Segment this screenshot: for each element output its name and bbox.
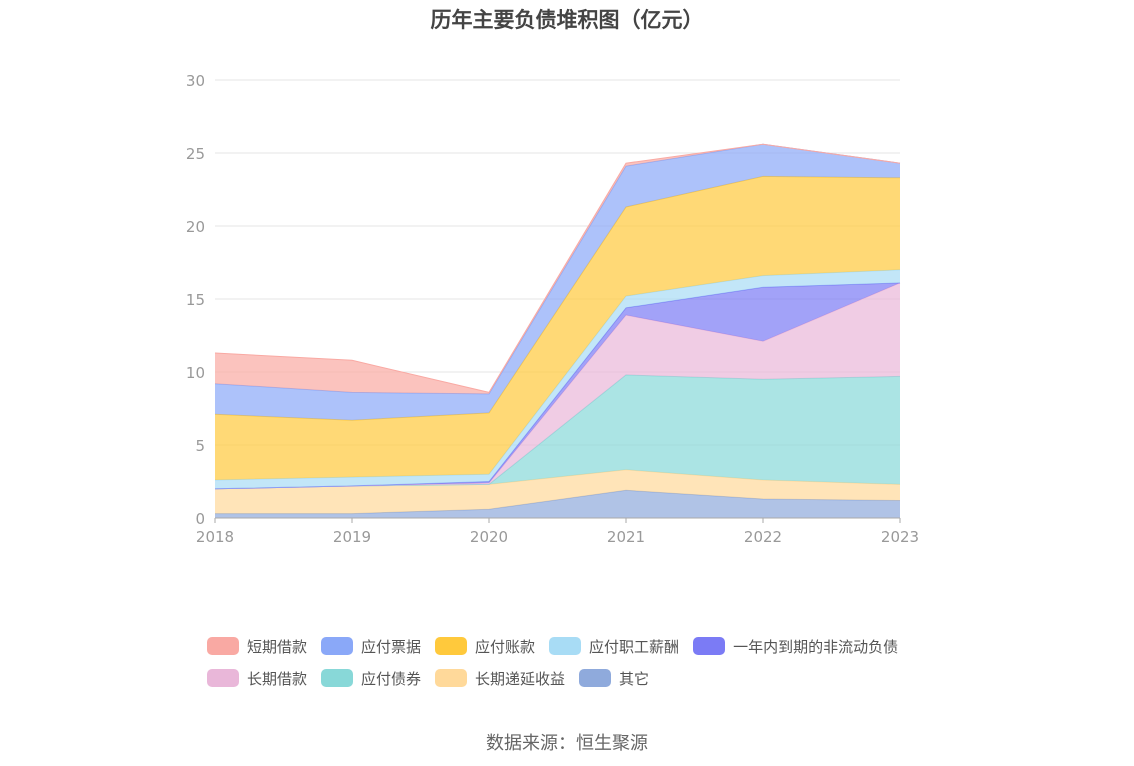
y-tick-label: 10: [186, 364, 205, 382]
legend-row: 短期借款 应付票据 应付账款 应付职工薪酬 一年内到期的非流动负债: [207, 630, 967, 662]
legend-label: 应付债券: [361, 669, 422, 688]
x-tick-label: 2019: [333, 528, 371, 546]
y-tick-label: 5: [195, 437, 205, 455]
legend: 短期借款 应付票据 应付账款 应付职工薪酬 一年内到期的非流动负债长期借款 应付债券 长期递…: [207, 630, 967, 694]
legend-item[interactable]: 其它: [579, 668, 649, 689]
legend-swatch: [579, 669, 612, 687]
legend-item[interactable]: 长期借款: [207, 668, 307, 689]
legend-label: 短期借款: [247, 637, 308, 656]
legend-item[interactable]: 应付债券: [321, 668, 421, 689]
legend-item[interactable]: 应付职工薪酬: [549, 636, 679, 657]
legend-label: 应付账款: [475, 637, 536, 656]
series-line-6: [214, 175, 901, 421]
legend-swatch: [435, 669, 468, 687]
legend-swatch: [321, 669, 354, 687]
legend-item[interactable]: 应付票据: [321, 636, 421, 657]
y-tick-label: 30: [186, 72, 205, 90]
legend-label: 应付票据: [361, 637, 422, 656]
legend-swatch: [693, 637, 726, 655]
legend-swatch: [207, 637, 239, 655]
x-tick-label: 2022: [744, 528, 782, 546]
series-area-8: [215, 144, 900, 394]
series-area-6: [215, 176, 900, 480]
x-tick-label: 2023: [881, 528, 919, 546]
y-tick-label: 25: [186, 145, 205, 163]
series-area-4: [215, 282, 900, 489]
series-area-1: [215, 469, 900, 514]
y-tick-label: 0: [195, 510, 205, 528]
legend-row: 长期借款 应付债券 长期递延收益 其它: [207, 662, 967, 694]
legend-item[interactable]: 一年内到期的非流动负债: [693, 636, 898, 657]
axes: 0 5 10 15 20 25 30 2018 2019 2020 2021 2022 2023: [186, 72, 919, 546]
legend-label: 应付职工薪酬: [589, 637, 680, 656]
legend-swatch: [549, 637, 582, 655]
chart-title: 历年主要负债堆积图（亿元）: [430, 8, 704, 32]
legend-item[interactable]: 应付账款: [435, 636, 535, 657]
legend-swatch: [435, 637, 468, 655]
x-tick-label: 2021: [607, 528, 645, 546]
legend-label: 长期借款: [247, 669, 308, 688]
series-line-8: [214, 143, 901, 393]
y-tick-label: 20: [186, 218, 205, 236]
legend-swatch: [321, 637, 354, 655]
y-tick-label: 15: [186, 291, 205, 309]
legend-item[interactable]: 短期借款: [207, 636, 307, 657]
area-series: [214, 143, 901, 518]
series-area-2: [215, 374, 900, 489]
legend-label: 一年内到期的非流动负债: [733, 637, 899, 656]
legend-label: 长期递延收益: [475, 669, 566, 688]
legend-label: 其它: [619, 669, 650, 688]
source-note: 数据来源：恒生聚源: [486, 733, 648, 754]
stacked-area-chart: 0 5 10 15 20 25 30 2018 2019 2020 2021 2022 2023: [186, 72, 919, 546]
legend-swatch: [207, 669, 239, 687]
x-tick-label: 2020: [470, 528, 508, 546]
series-area-7: [215, 144, 900, 421]
legend-item[interactable]: 长期递延收益: [435, 668, 565, 689]
x-tick-label: 2018: [196, 528, 234, 546]
